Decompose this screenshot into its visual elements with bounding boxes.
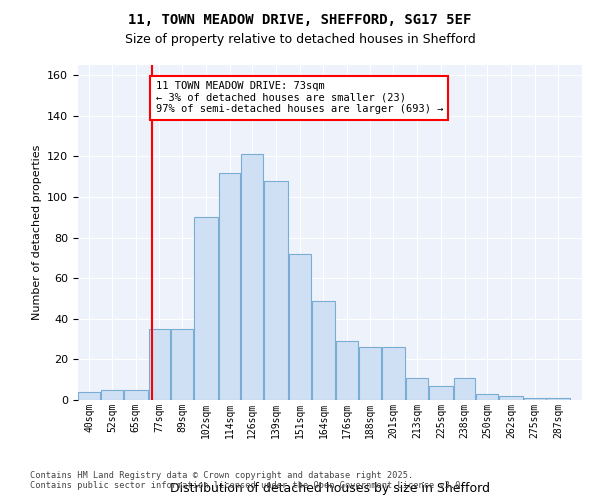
X-axis label: Distribution of detached houses by size in Shefford: Distribution of detached houses by size … — [170, 482, 490, 496]
Bar — [241, 154, 263, 400]
Bar — [194, 218, 218, 400]
Bar — [499, 396, 523, 400]
Bar — [336, 341, 358, 400]
Bar — [311, 300, 335, 400]
Bar — [454, 378, 475, 400]
Text: 11, TOWN MEADOW DRIVE, SHEFFORD, SG17 5EF: 11, TOWN MEADOW DRIVE, SHEFFORD, SG17 5E… — [128, 12, 472, 26]
Bar — [289, 254, 311, 400]
Text: Size of property relative to detached houses in Shefford: Size of property relative to detached ho… — [125, 32, 475, 46]
Bar — [382, 347, 406, 400]
Bar — [172, 329, 193, 400]
Bar — [218, 172, 241, 400]
Text: Contains HM Land Registry data © Crown copyright and database right 2025.
Contai: Contains HM Land Registry data © Crown c… — [30, 470, 466, 490]
Bar — [359, 347, 380, 400]
Bar — [406, 378, 428, 400]
Bar — [149, 329, 170, 400]
Bar — [101, 390, 123, 400]
Bar — [124, 390, 148, 400]
Text: 11 TOWN MEADOW DRIVE: 73sqm
← 3% of detached houses are smaller (23)
97% of semi: 11 TOWN MEADOW DRIVE: 73sqm ← 3% of deta… — [155, 81, 443, 114]
Bar — [547, 398, 570, 400]
Bar — [79, 392, 100, 400]
Bar — [476, 394, 498, 400]
Bar — [264, 180, 288, 400]
Y-axis label: Number of detached properties: Number of detached properties — [32, 145, 41, 320]
Bar — [524, 398, 545, 400]
Bar — [429, 386, 452, 400]
